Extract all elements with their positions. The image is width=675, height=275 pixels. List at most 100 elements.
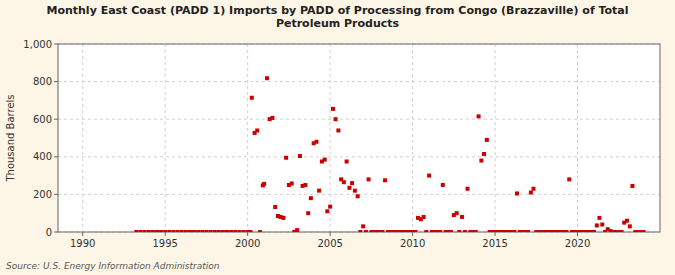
grid-line [58,81,660,82]
tick-label: 800 [33,76,52,87]
point [159,230,163,232]
point [284,156,288,160]
tick-mark [165,232,166,236]
point [438,230,442,232]
grid-line [165,44,166,232]
point [229,230,233,232]
point [138,230,142,232]
point [176,230,180,232]
tick-label: 2010 [400,238,425,249]
point [317,189,321,193]
tick-mark [412,232,413,236]
point [567,177,571,181]
tick-label: 1990 [70,238,95,249]
tick-label: 2005 [317,238,342,249]
tick-mark [330,232,331,236]
tick-mark [54,44,58,45]
tick-mark [54,156,58,157]
point [273,205,277,209]
point [303,183,307,187]
point [526,230,530,232]
point [147,230,151,232]
point [233,230,237,232]
chart: Monthly East Coast (PADD 1) Imports by P… [0,0,675,275]
point [347,186,351,190]
point [171,230,175,232]
title-line: Petroleum Products [276,17,400,30]
tick-label: 2015 [482,238,507,249]
point [281,216,285,220]
point [325,209,329,213]
title: Monthly East Coast (PADD 1) Imports by P… [46,4,628,30]
tick-label: 1,000 [23,39,52,50]
grid [58,44,660,232]
point [163,230,167,232]
point [380,230,384,232]
tick-mark [82,232,83,236]
grid-line [495,44,496,232]
tick-label: 400 [33,151,52,162]
point [151,230,155,232]
point [255,128,259,132]
point [457,230,461,232]
grid-line [58,119,660,120]
point [463,230,467,232]
point [237,230,241,232]
point [342,180,346,184]
point [455,211,459,215]
tick-label: 1995 [152,238,177,249]
point [597,216,601,220]
point [592,230,596,232]
point [242,230,246,232]
point [482,152,486,156]
grid-line [577,44,578,232]
point [265,76,269,80]
tick-label: 2020 [565,238,590,249]
point [350,181,354,185]
tick-mark [54,232,58,233]
point [427,174,431,178]
point [143,230,147,232]
point [361,224,365,228]
point [512,230,516,232]
title-line: Monthly East Coast (PADD 1) Imports by P… [46,4,628,17]
tick-mark [54,119,58,120]
point [345,160,349,164]
grid-line [82,44,83,232]
point [196,230,200,232]
point [334,117,338,121]
point [424,230,428,232]
point [413,230,417,232]
plot-frame [58,44,660,232]
point [620,230,624,232]
point [225,230,229,232]
point [531,187,535,191]
plot-area [58,44,660,232]
point [295,228,299,232]
point [353,189,357,193]
point [298,154,302,158]
grid-line [412,44,413,232]
tick-mark [577,232,578,236]
point [155,230,159,232]
source-note: Source: U.S. Energy Information Administ… [6,261,220,271]
point [630,184,634,188]
point [314,140,318,144]
point [449,230,453,232]
point [479,159,483,163]
point [250,96,254,100]
point [600,222,604,226]
point [258,230,262,232]
point [383,178,387,182]
point [642,230,646,232]
point [466,187,470,191]
point [628,224,632,228]
point [441,183,445,187]
tick-mark [54,194,58,195]
point [134,230,138,232]
point [358,230,362,232]
point [270,116,274,120]
point [328,205,332,209]
point [217,230,221,232]
point [221,230,225,232]
